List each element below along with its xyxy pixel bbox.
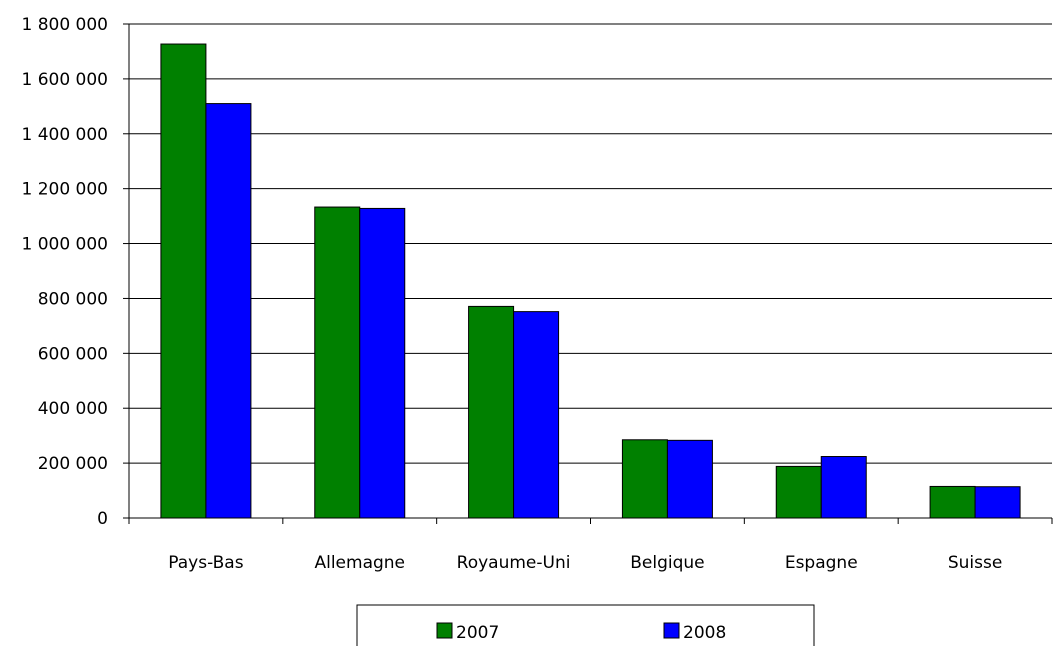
y-tick-label: 800 000 bbox=[38, 289, 108, 309]
legend-box bbox=[356, 604, 815, 646]
y-tick-label: 1 200 000 bbox=[21, 180, 108, 200]
legend-label: 2007 bbox=[456, 623, 499, 643]
x-tick-label: Belgique bbox=[630, 553, 704, 573]
x-tick-label: Suisse bbox=[948, 553, 1002, 573]
y-tick-label: 400 000 bbox=[38, 399, 108, 419]
bar-2008-royaume-uni bbox=[513, 311, 560, 519]
y-tick-label: 1 800 000 bbox=[21, 15, 108, 35]
legend-label: 2008 bbox=[683, 623, 726, 643]
axes bbox=[123, 23, 1053, 524]
y-tick-label: 1 600 000 bbox=[21, 70, 108, 90]
bar-2008-belgique bbox=[666, 439, 713, 519]
bar-2008-suisse bbox=[974, 486, 1021, 519]
y-tick-label: 1 000 000 bbox=[21, 235, 108, 255]
bars bbox=[160, 43, 1021, 519]
x-tick-labels: Pays-Bas Allemagne Royaume-Uni Belgique Espa… bbox=[168, 553, 1002, 573]
bar-2007-suisse bbox=[929, 485, 976, 519]
y-tick-label: 200 000 bbox=[38, 454, 108, 474]
bar-2007-royaume-uni bbox=[468, 305, 515, 519]
x-tick-label: Allemagne bbox=[314, 553, 405, 573]
bar-2008-espagne bbox=[820, 456, 867, 519]
bar-2007-espagne bbox=[775, 465, 822, 519]
bar-2007-pays-bas bbox=[160, 43, 207, 519]
y-tick-label: 600 000 bbox=[38, 344, 108, 364]
legend-swatch-2007 bbox=[436, 622, 453, 639]
y-tick-labels: 0 200 000 400 000 600 000 800 000 1 000 000 1 … bbox=[21, 15, 108, 529]
bar-2007-belgique bbox=[621, 439, 668, 519]
x-tick-label: Pays-Bas bbox=[168, 553, 243, 573]
y-tick-label: 0 bbox=[97, 509, 108, 529]
bar-2008-allemagne bbox=[359, 207, 406, 519]
gridlines bbox=[129, 23, 1052, 464]
bar-2008-pays-bas bbox=[205, 103, 252, 519]
x-tick-label: Espagne bbox=[785, 553, 858, 573]
legend-swatch-2008 bbox=[663, 622, 680, 639]
y-tick-label: 1 400 000 bbox=[21, 125, 108, 145]
x-tick-label: Royaume-Uni bbox=[457, 553, 571, 573]
bar-2007-allemagne bbox=[314, 206, 361, 519]
legend: 2007 2008 bbox=[356, 604, 815, 646]
